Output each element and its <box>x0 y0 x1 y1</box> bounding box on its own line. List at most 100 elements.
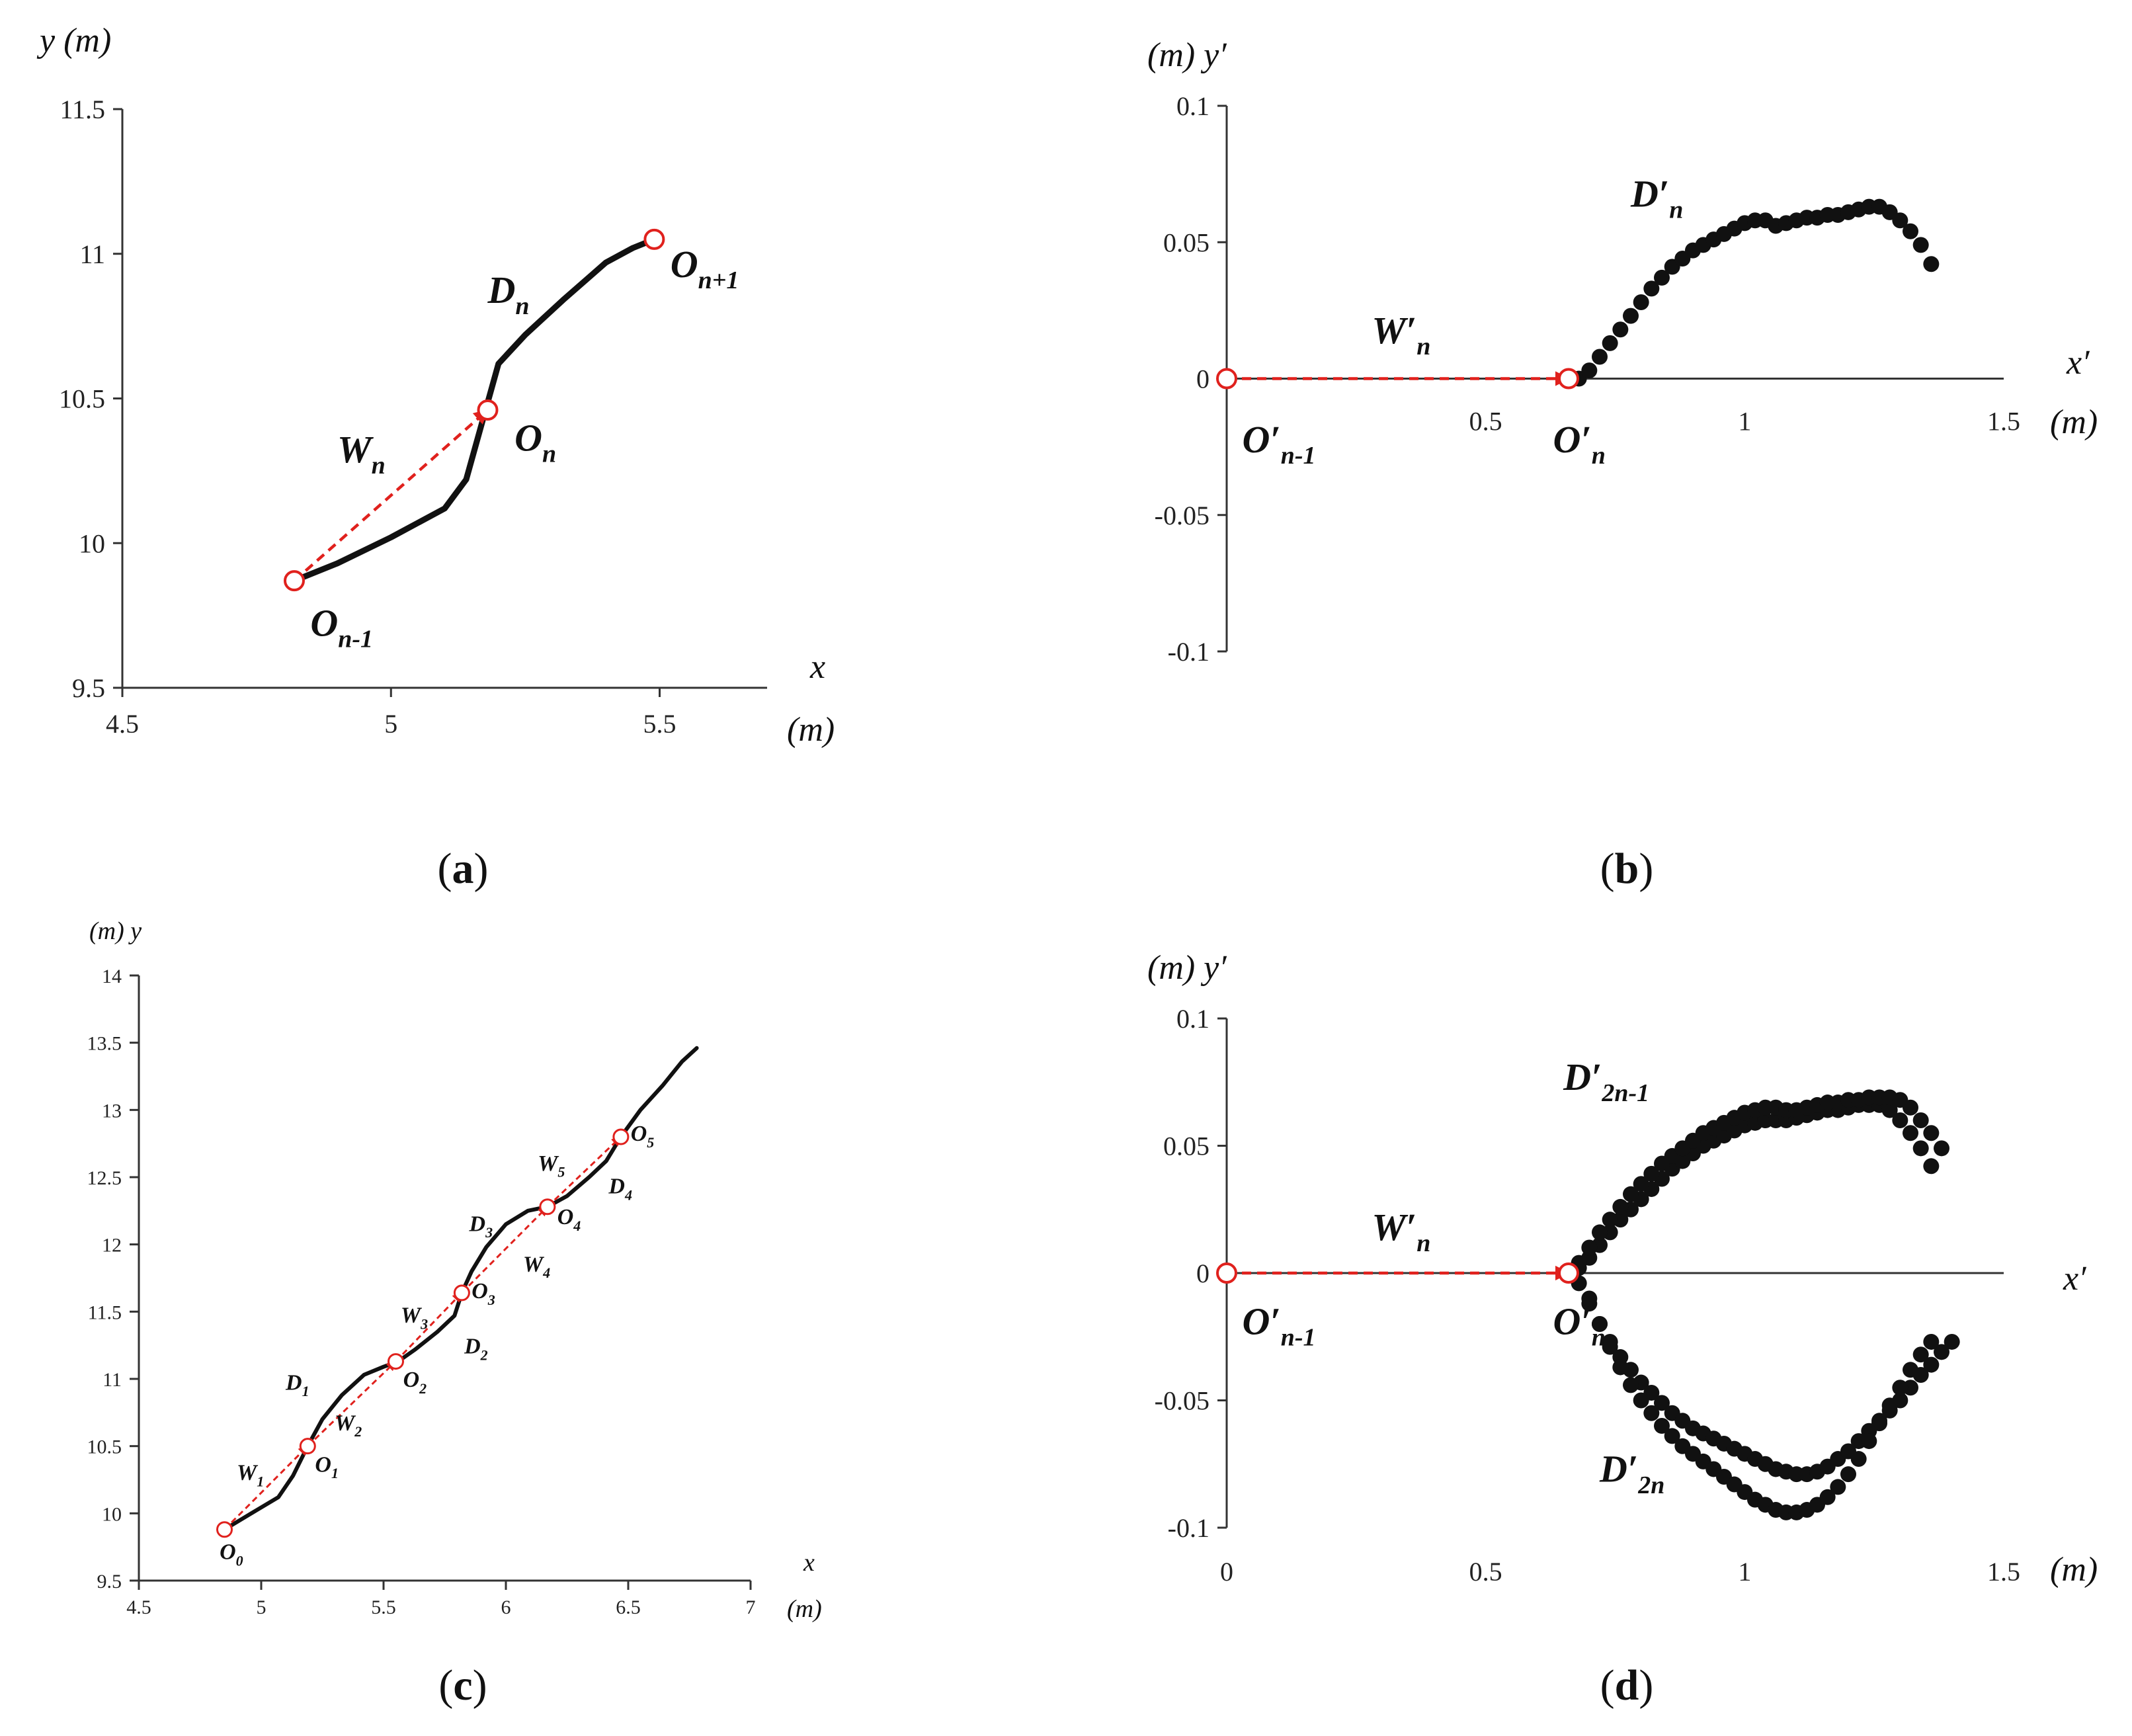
chart-c-annotation-6: W3 <box>401 1303 428 1333</box>
chart-b-annotation-0: W′n <box>1372 309 1430 360</box>
chart-c-caption: (c) <box>438 1661 487 1710</box>
chart-c-marker-2 <box>388 1353 404 1370</box>
chart-d-series-1-point <box>1602 1212 1618 1228</box>
chart-a-annotation-4: On-1 <box>310 601 373 653</box>
chart-c-caption-open: ( <box>438 1661 453 1710</box>
chart-d-caption-close: ) <box>1639 1661 1653 1710</box>
chart-a-marker-2 <box>643 228 665 250</box>
chart-a-caption: (a) <box>438 845 489 893</box>
chart-a-ytick-label: 10.5 <box>59 384 105 414</box>
chart-c-annotation-3-base: D <box>285 1370 302 1395</box>
chart-c-annotation-11: O4 <box>557 1205 581 1234</box>
chart-a-x-axis-unit: (m) <box>787 711 835 749</box>
chart-d-series-2-point <box>1934 1344 1949 1360</box>
chart-d-series-2-point <box>1923 1356 1940 1373</box>
chart-c-annotation-10: W4 <box>523 1252 550 1281</box>
chart-b-series-0-point <box>1612 321 1629 338</box>
chart-d-ytick-label: 0.05 <box>1163 1132 1210 1161</box>
chart-b-annotation-0-base: W′ <box>1372 309 1416 352</box>
chart-c-arrow-0 <box>224 1445 309 1530</box>
chart-b-annotation-2-sub: n-1 <box>1281 442 1316 470</box>
chart-d-annotation-3-sub: n-1 <box>1281 1324 1316 1352</box>
chart-d-y-axis-label: (m) y′ <box>1147 949 1227 987</box>
chart-d-series-1-point <box>1633 1176 1649 1192</box>
chart-d-series-1-point <box>1903 1099 1918 1116</box>
chart-c-xtick-label: 6.5 <box>616 1596 641 1618</box>
chart-a-xtick-label: 5 <box>384 709 397 739</box>
chart-b-annotation-1-sub: n <box>1669 196 1683 224</box>
chart-d-series-0-point <box>1912 1140 1929 1157</box>
chart-c-annotation-11-sub: 4 <box>573 1218 581 1234</box>
chart-c-marker-0 <box>216 1521 233 1538</box>
chart-d-series-3-point <box>1643 1405 1660 1421</box>
chart-d-ytick-label: -0.05 <box>1155 1386 1210 1416</box>
chart-c-annotation-0-base: O <box>220 1540 236 1564</box>
chart-a-y-axis-label: y (m) <box>36 22 111 60</box>
chart-c-marker-4 <box>539 1198 556 1216</box>
chart-c-x-axis-label: x <box>803 1549 815 1577</box>
chart-d-annotation-1-sub: 2n-1 <box>1601 1079 1649 1107</box>
chart-c-annotation-0-sub: 0 <box>236 1552 243 1569</box>
chart-b-annotation-1-base: D′ <box>1630 173 1669 216</box>
chart-b-series-0-point <box>1892 212 1908 229</box>
chart-d-series-1-point <box>1934 1140 1949 1157</box>
chart-c-annotation-14-base: O <box>631 1122 647 1146</box>
chart-b-annotation-3-base: O′ <box>1553 418 1592 461</box>
chart-c-xtick-label: 6 <box>501 1596 511 1618</box>
chart-d-series-3-point <box>1881 1397 1898 1414</box>
chart-c-arrow-1 <box>307 1360 397 1447</box>
chart-a-annotation-0-sub: n <box>372 452 386 479</box>
chart-c-annotation-5-base: O <box>403 1368 420 1392</box>
chart-c-annotation-5-sub: 2 <box>419 1380 427 1397</box>
chart-c-ytick-label: 13 <box>102 1100 122 1122</box>
chart-d-ytick-label: -0.1 <box>1168 1513 1210 1543</box>
chart-c-annotation-10-base: W <box>523 1252 545 1276</box>
chart-c-annotation-4-sub: 2 <box>354 1423 362 1440</box>
chart-d-xtick-label: 1.5 <box>1987 1557 2020 1587</box>
chart-b-annotation-1: D′n <box>1630 173 1683 224</box>
chart-d-ytick-label: 0 <box>1196 1259 1210 1288</box>
chart-c-annotation-4-base: W <box>335 1411 356 1435</box>
chart-b-x-axis-label: x′ <box>2066 344 2090 382</box>
chart-d-series-2-point <box>1654 1395 1670 1411</box>
chart-a-ytick-label: 10 <box>79 528 105 558</box>
chart-c-ytick-label: 10.5 <box>87 1436 122 1458</box>
chart-c-ytick-label: 12.5 <box>87 1167 122 1189</box>
chart-d-series-1-point <box>1623 1186 1639 1202</box>
chart-b-xtick-label: 0.5 <box>1469 407 1502 436</box>
chart-c-annotation-8: O3 <box>472 1279 495 1308</box>
chart-d-annotation-0-base: W′ <box>1372 1206 1416 1249</box>
chart-c-annotation-0: O0 <box>220 1540 243 1569</box>
chart-d-series-3-point <box>1892 1380 1908 1396</box>
chart-a-xtick-label: 5.5 <box>643 709 676 739</box>
chart-a-annotation-2: Dn <box>487 269 530 320</box>
chart-a-marker-1 <box>477 399 499 421</box>
chart-d-series-0-point <box>1903 1125 1918 1141</box>
chart-b-series-0-point <box>1602 335 1618 351</box>
chart-b-annotation-2-base: O′ <box>1243 418 1281 461</box>
chart-d-annotation-2: D′2n <box>1599 1448 1664 1499</box>
chart-d-series-2-point <box>1944 1333 1960 1350</box>
chart-c-annotation-2-base: O <box>315 1452 331 1477</box>
chart-d-series-1-point <box>1923 1125 1940 1141</box>
chart-c-marker-3 <box>453 1284 470 1302</box>
chart-c-annotation-7-base: D <box>464 1334 481 1358</box>
chart-a-x-axis-label: x <box>809 648 825 686</box>
chart-c-ytick-label: 14 <box>102 966 122 987</box>
chart-d-annotation-2-sub: 2n <box>1637 1471 1664 1499</box>
chart-c-ytick-label: 9.5 <box>97 1571 122 1592</box>
chart-b-ytick-label: -0.05 <box>1155 501 1210 530</box>
chart-d-series-3-point <box>1592 1316 1608 1332</box>
chart-c-annotation-12: W5 <box>538 1151 565 1180</box>
chart-d-series-3-point <box>1581 1290 1598 1307</box>
chart-d-caption-open: ( <box>1600 1661 1615 1710</box>
chart-c-annotation-14: O5 <box>631 1122 655 1151</box>
chart-d-series-3-point <box>1654 1418 1670 1434</box>
chart-c-annotation-9: D3 <box>469 1212 493 1241</box>
chart-c-annotation-3: D1 <box>285 1370 309 1399</box>
chart-d-series-1-point <box>1643 1165 1660 1182</box>
chart-c-annotation-2: O1 <box>315 1452 339 1481</box>
chart-c-annotation-9-sub: 3 <box>485 1224 493 1241</box>
